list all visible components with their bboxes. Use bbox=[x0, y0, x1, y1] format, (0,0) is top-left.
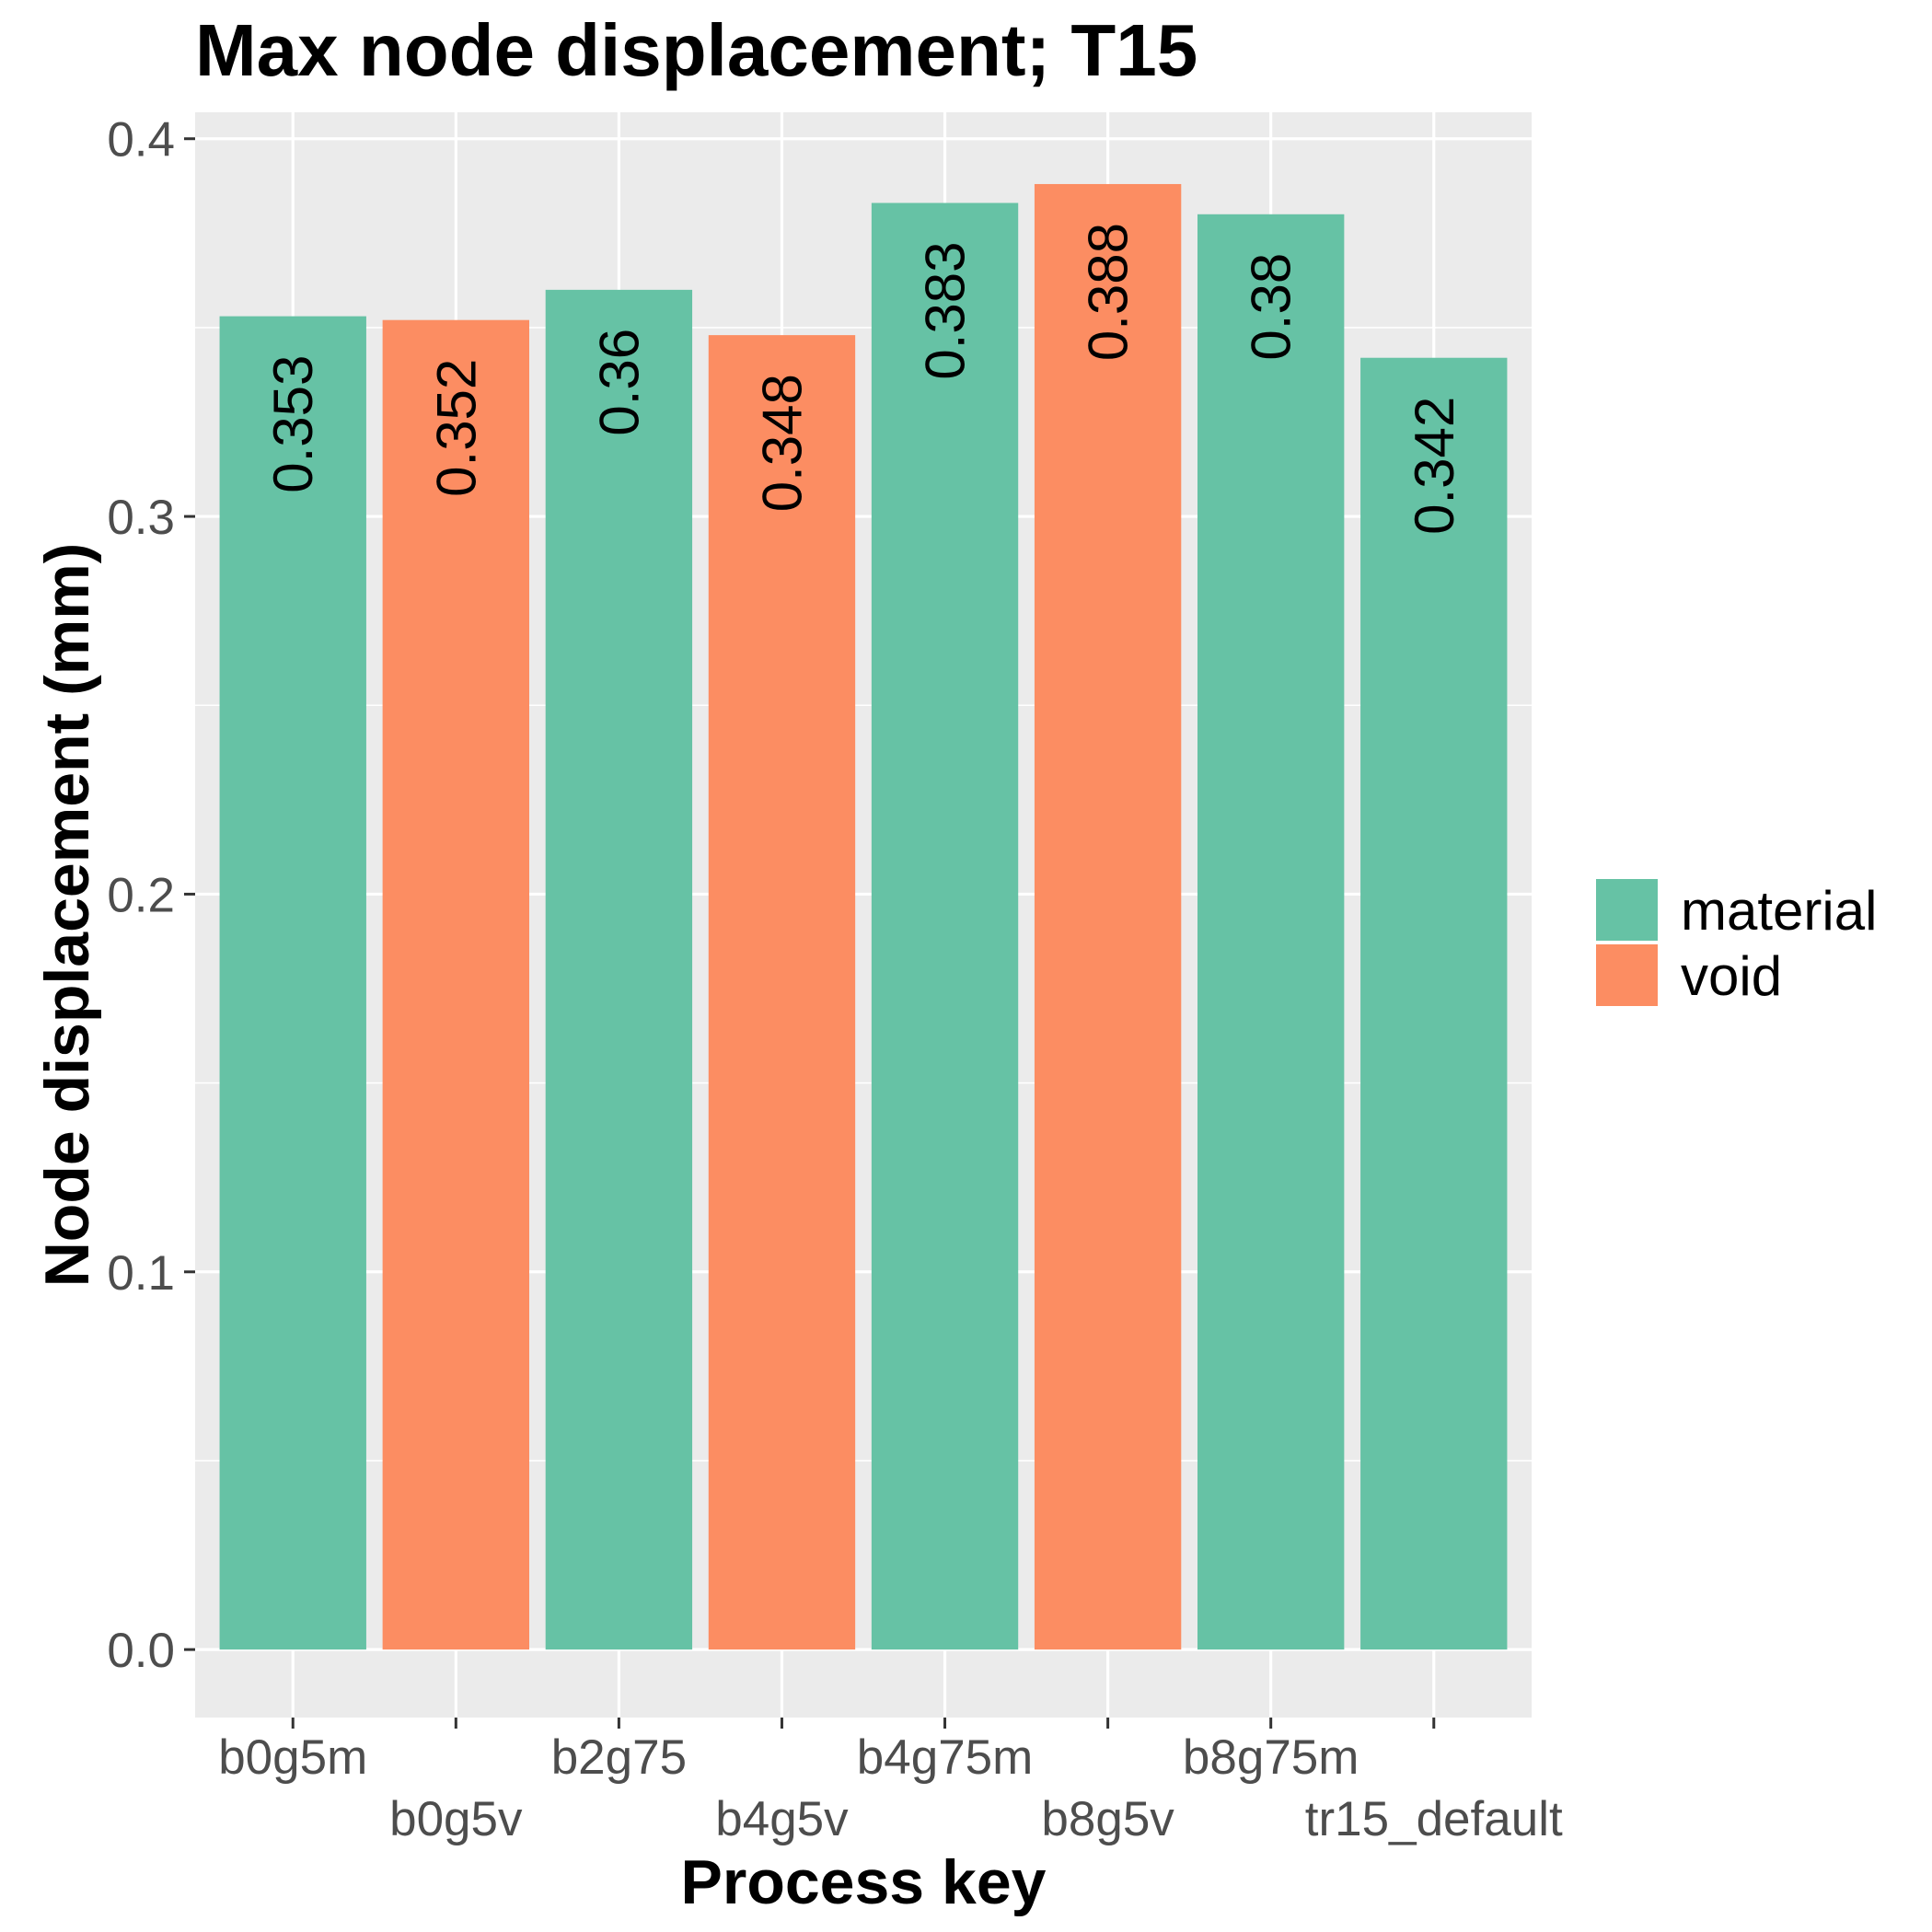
bar-b8g5v bbox=[1034, 183, 1182, 1650]
legend-label-void: void bbox=[1681, 945, 1782, 1007]
bar-b8g75m bbox=[1197, 214, 1345, 1650]
y-tick-label: 0.4 bbox=[107, 113, 175, 168]
bar-value-label: 0.38 bbox=[1241, 253, 1302, 361]
bar-b2g75 bbox=[545, 289, 693, 1650]
x-axis-title: Process key bbox=[681, 1847, 1047, 1917]
bar-value-label: 0.353 bbox=[262, 355, 324, 493]
bar-value-label: 0.36 bbox=[588, 329, 650, 436]
bar-b0g5m bbox=[219, 316, 366, 1650]
legend-key-void bbox=[1594, 943, 1660, 1008]
y-axis: 0.0 0.1 0.2 0.3 0.4 bbox=[107, 113, 195, 1678]
chart-title: Max node displacement; T15 bbox=[195, 9, 1197, 91]
x-tick-label: b4g5v bbox=[715, 1792, 849, 1846]
x-tick-label: b4g75m bbox=[857, 1730, 1034, 1785]
x-tick-label: b8g5v bbox=[1041, 1792, 1174, 1846]
bar-labels-group: 0.353 0.352 0.36 0.348 0.383 0.388 0.38 0.342 bbox=[262, 223, 1465, 535]
x-tick-label: b0g5v bbox=[389, 1792, 523, 1846]
bar-value-label: 0.352 bbox=[425, 359, 487, 497]
y-tick-label: 0.2 bbox=[107, 868, 175, 922]
bars-group bbox=[219, 183, 1508, 1650]
x-tick-label: tr15_default bbox=[1305, 1792, 1563, 1846]
bar-b4g5v bbox=[708, 335, 856, 1650]
legend-label-material: material bbox=[1681, 880, 1877, 942]
y-axis-title: Node displacement (mm) bbox=[32, 543, 102, 1288]
y-tick-label: 0.3 bbox=[107, 491, 175, 545]
x-tick-label: b8g75m bbox=[1183, 1730, 1359, 1785]
x-tick-label: b2g75 bbox=[551, 1730, 687, 1785]
y-tick-label: 0.1 bbox=[107, 1246, 175, 1301]
bar-tr15_default bbox=[1360, 357, 1508, 1650]
bar-value-label: 0.342 bbox=[1404, 397, 1465, 535]
legend-key-material bbox=[1594, 877, 1660, 943]
x-tick-label: b0g5m bbox=[218, 1730, 367, 1785]
bar-value-label: 0.348 bbox=[751, 374, 813, 512]
y-tick-label: 0.0 bbox=[107, 1624, 175, 1678]
bar-value-label: 0.388 bbox=[1078, 223, 1140, 361]
bar-b0g5v bbox=[382, 319, 529, 1650]
bar-b4g75m bbox=[871, 202, 1019, 1650]
bar-value-label: 0.383 bbox=[915, 241, 977, 379]
